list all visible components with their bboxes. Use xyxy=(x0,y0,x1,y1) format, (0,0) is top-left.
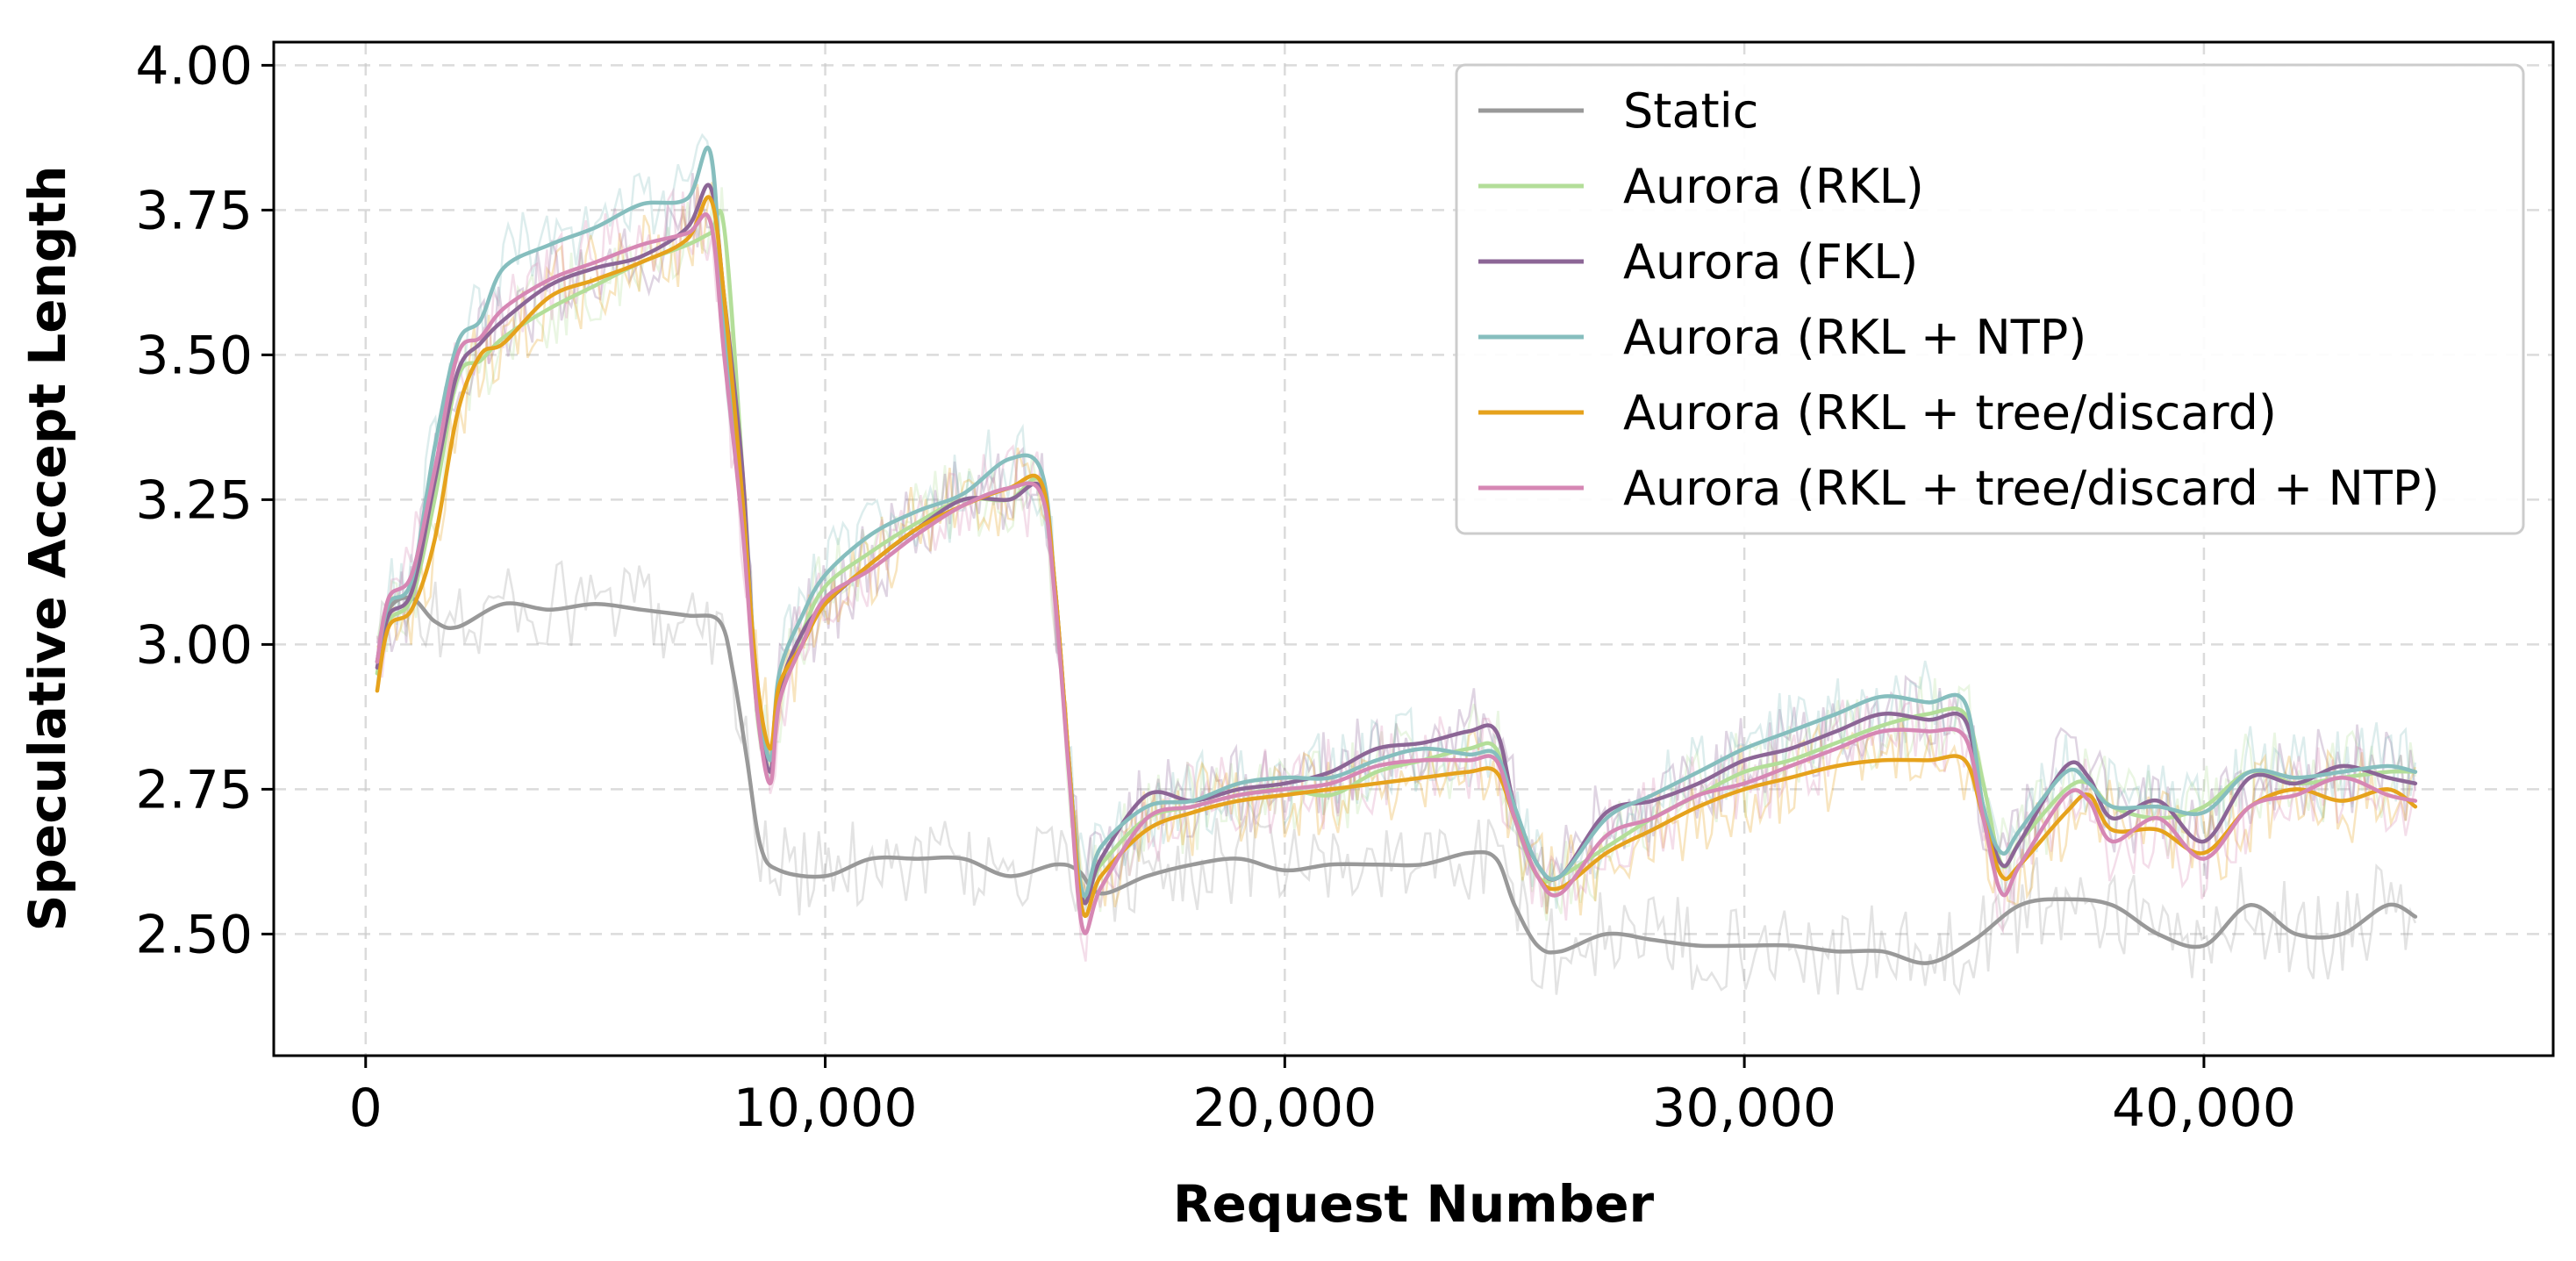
x-tick-label: 10,000 xyxy=(733,1078,918,1139)
y-tick-label: 2.75 xyxy=(135,759,253,820)
y-tick-label: 3.75 xyxy=(135,180,253,241)
series-layer xyxy=(375,146,2418,965)
legend-entry: Aurora (RKL + NTP) xyxy=(1623,310,2086,365)
y-axis: 2.50 2.75 3.00 3.25 3.50 3.75 4.00 xyxy=(135,35,274,965)
series-line-3 xyxy=(375,146,2418,899)
y-tick-label: 3.50 xyxy=(135,325,253,386)
legend-entry: Aurora (FKL) xyxy=(1623,234,1918,290)
plot-frame xyxy=(272,40,2555,1057)
legend-box xyxy=(1455,63,2525,535)
raw-trace-5 xyxy=(376,187,2417,962)
series-line-5 xyxy=(375,212,2418,935)
raw-trace-0 xyxy=(376,560,2417,996)
y-axis-title: Speculative Accept Length xyxy=(18,166,77,932)
y-tick-label: 3.25 xyxy=(135,469,253,531)
series-line-0 xyxy=(375,595,2418,965)
y-tick-label: 3.00 xyxy=(135,614,253,676)
x-tick-label: 40,000 xyxy=(2112,1078,2296,1139)
x-tick-label: 0 xyxy=(349,1078,383,1139)
x-axis-title: Request Number xyxy=(1173,1174,1655,1234)
y-tick-label: 2.50 xyxy=(135,904,253,965)
x-tick-label: 20,000 xyxy=(1192,1078,1377,1139)
legend-entry: Aurora (RKL) xyxy=(1623,159,1924,214)
x-tick-label: 30,000 xyxy=(1652,1078,1836,1139)
y-tick-label: 4.00 xyxy=(135,35,253,97)
x-axis: 0 10,000 20,000 30,000 40,000 xyxy=(349,1056,2296,1139)
series-line-4 xyxy=(375,195,2418,919)
legend-entry: Static xyxy=(1623,83,1758,139)
legend-entry: Aurora (RKL + tree/discard + NTP) xyxy=(1623,461,2439,516)
series-line-2 xyxy=(375,183,2418,906)
legend: Static Aurora (RKL) Aurora (FKL) Aurora (RK… xyxy=(1455,63,2525,535)
legend-entry: Aurora (RKL + tree/discard) xyxy=(1623,385,2277,441)
